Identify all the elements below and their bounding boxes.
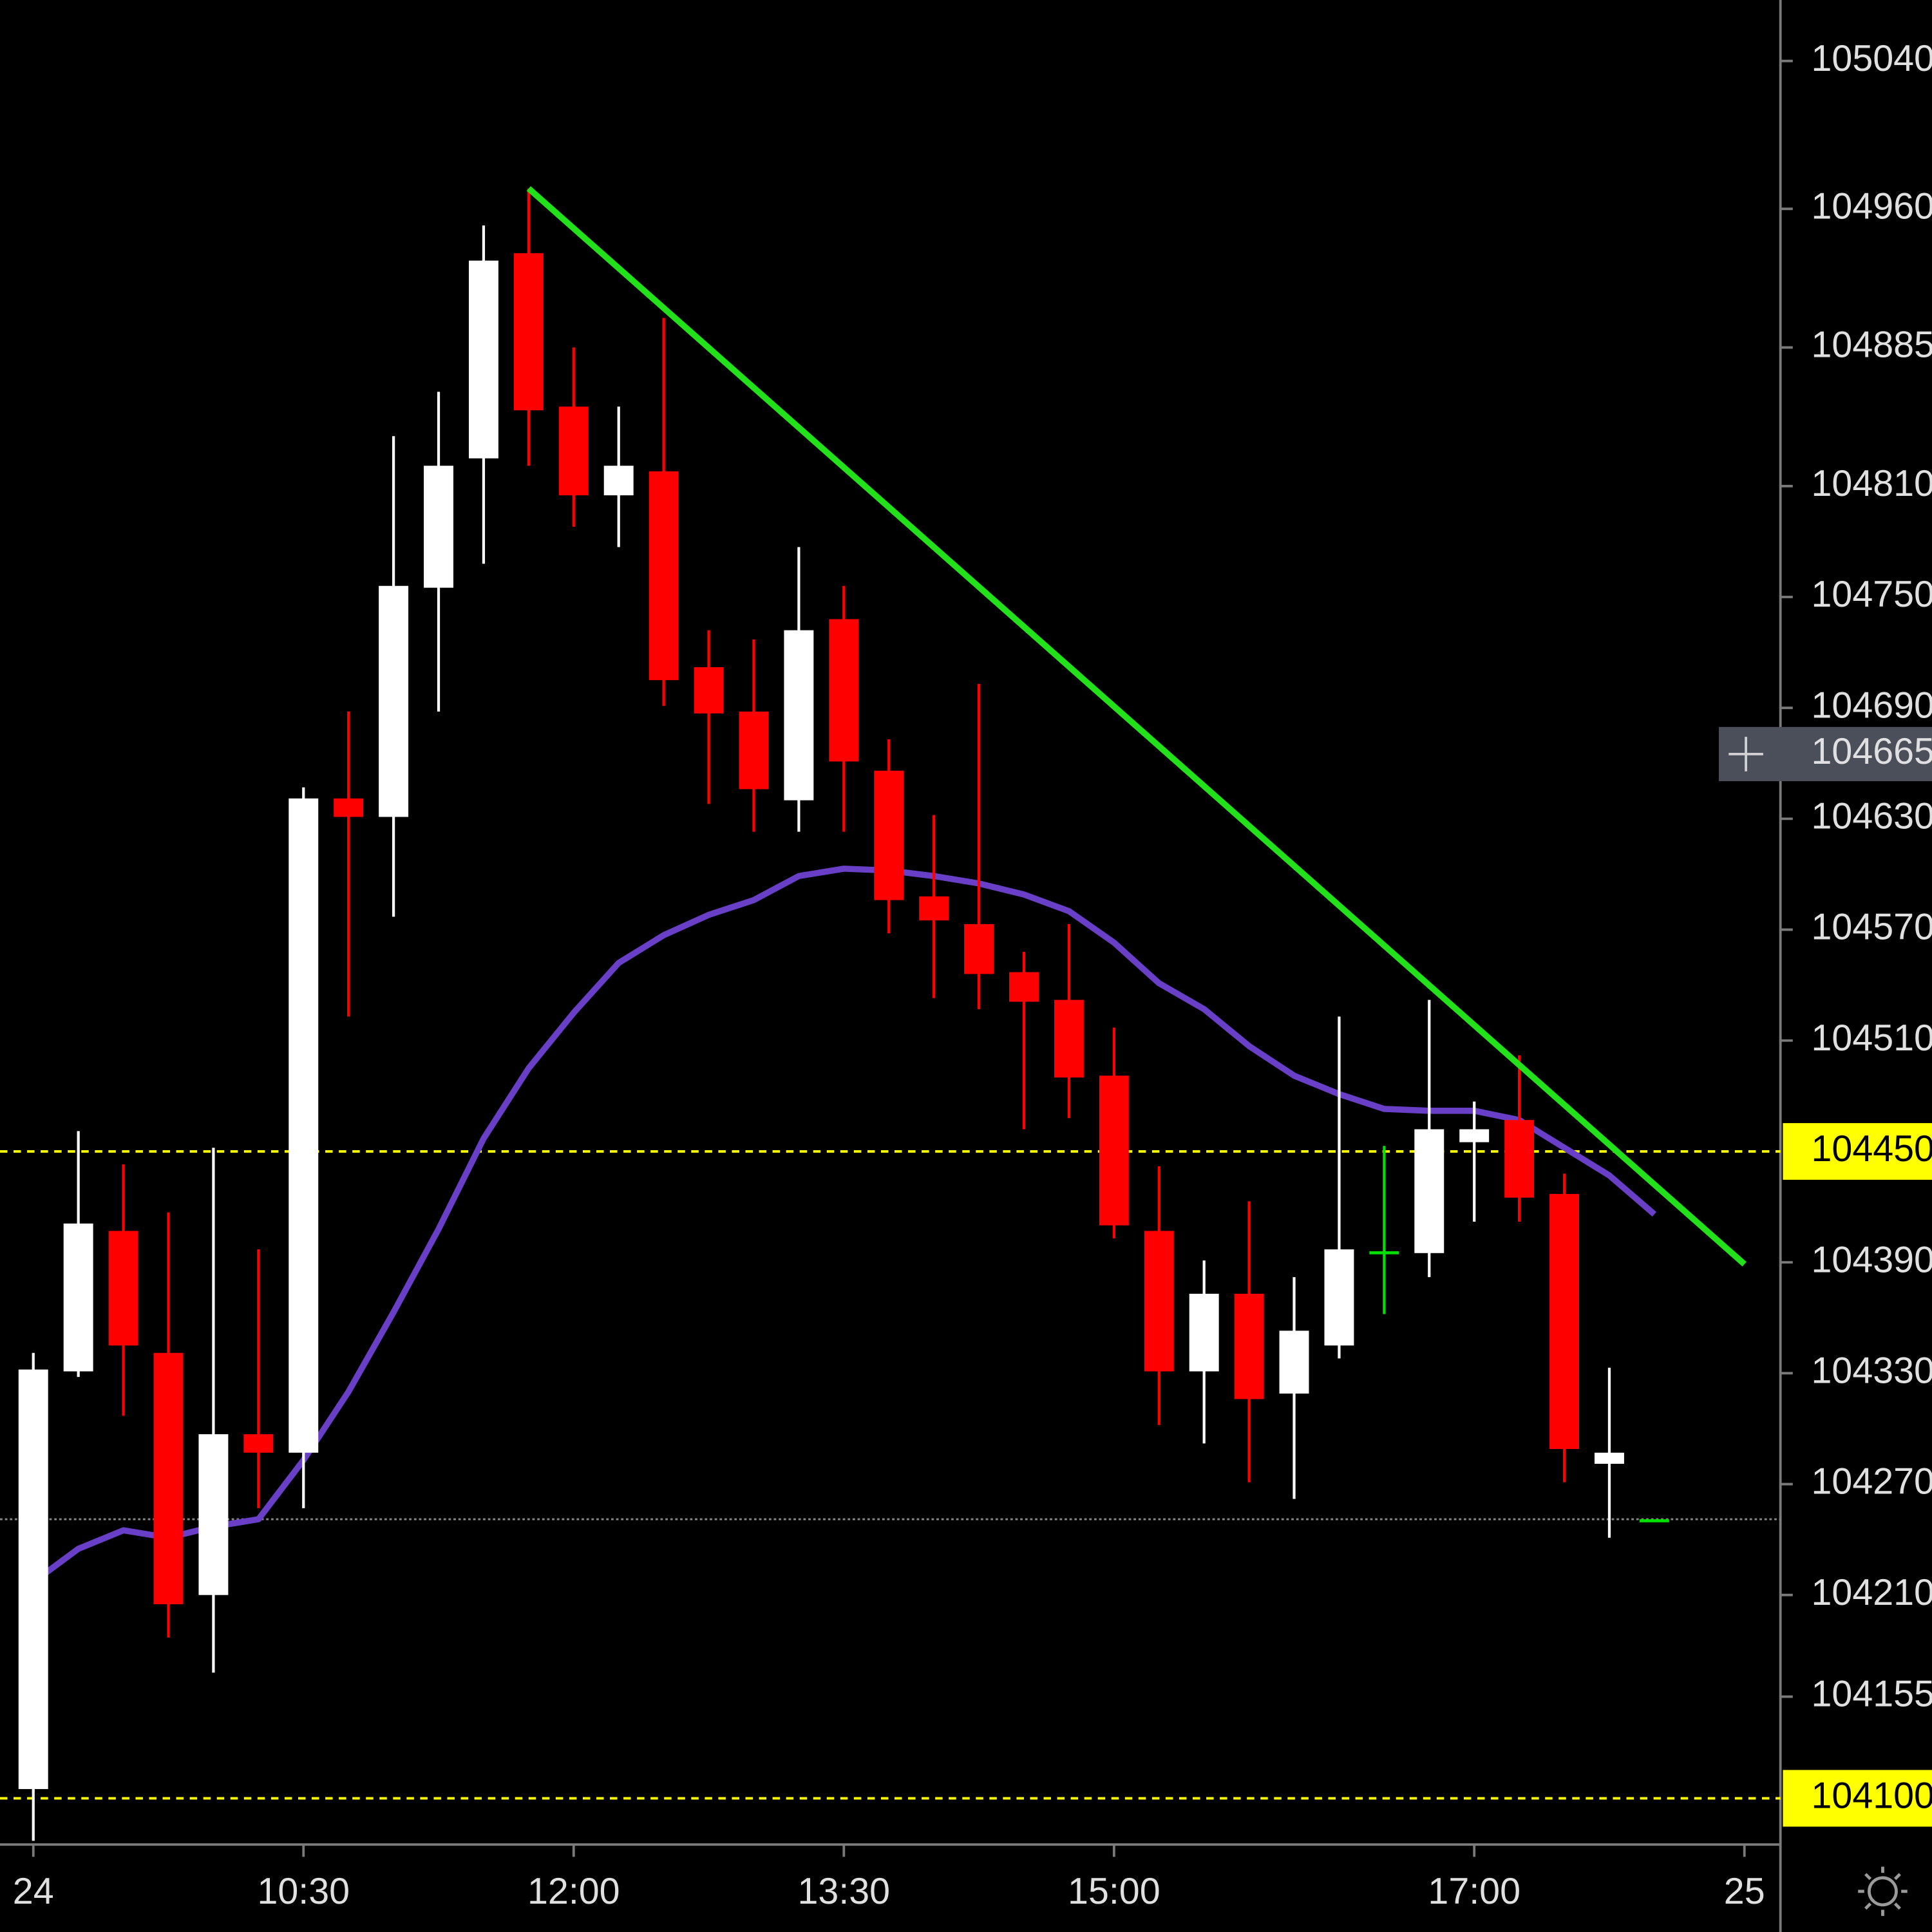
candle-body: [1504, 1120, 1535, 1198]
candle-body: [379, 585, 409, 817]
candle-body: [919, 896, 949, 921]
y-tick-label: 104750: [1811, 574, 1932, 615]
price-line-label-bg: [1783, 1122, 1932, 1180]
candle-body: [513, 253, 544, 411]
y-tick-label: 104630: [1811, 796, 1932, 837]
crosshair-value: 104665: [1811, 731, 1932, 772]
crosshair-label: 104665: [1719, 726, 1932, 782]
candle-body: [1414, 1129, 1444, 1253]
candle-body: [1369, 1251, 1399, 1255]
y-tick-label: 104690: [1811, 685, 1932, 726]
y-tick-label: 104330: [1811, 1350, 1932, 1391]
y-tick-label: 105040: [1811, 38, 1932, 79]
candle-body: [649, 471, 679, 681]
candle-body: [694, 667, 724, 714]
candle-body: [334, 798, 364, 817]
x-tick-label: 24: [13, 1871, 54, 1912]
candle-body: [739, 711, 769, 790]
candle-body: [874, 770, 904, 900]
candle-body: [603, 466, 634, 496]
candle-body: [18, 1369, 48, 1790]
candle-body: [1279, 1331, 1309, 1394]
y-tick-label: 104885: [1811, 325, 1932, 366]
x-tick-label: 12:00: [527, 1871, 620, 1912]
candle-body: [153, 1352, 184, 1605]
candle-body: [558, 406, 589, 496]
candle-body: [1234, 1293, 1264, 1399]
y-tick-label: 104960: [1811, 185, 1932, 227]
candle-body: [108, 1231, 138, 1346]
y-tick-label: 104810: [1811, 463, 1932, 504]
y-tick-label: 104270: [1811, 1461, 1932, 1502]
candle-body: [1459, 1129, 1490, 1142]
candle-body: [63, 1223, 93, 1372]
candle-body: [1099, 1075, 1129, 1226]
settings-icon[interactable]: [1858, 1866, 1908, 1917]
price-line-label: 104100: [1811, 1776, 1932, 1817]
candle-body: [1144, 1231, 1174, 1372]
y-tick-label: 104570: [1811, 907, 1932, 948]
price-line-label-bg: [1783, 1770, 1932, 1827]
x-tick-label: 15:00: [1068, 1871, 1160, 1912]
candle-body: [1009, 972, 1039, 1002]
candle-body: [1054, 999, 1084, 1078]
candle-body: [468, 260, 498, 459]
trendline: [526, 186, 1747, 1267]
x-tick-label: 10:30: [257, 1871, 350, 1912]
candle-body: [243, 1434, 274, 1453]
x-tick-label: 17:00: [1428, 1871, 1520, 1912]
price-line-label: 104450: [1811, 1128, 1932, 1170]
candle-body: [964, 923, 994, 974]
candle-body: [198, 1434, 229, 1595]
y-tick-label: 104155: [1811, 1674, 1932, 1715]
y-tick-label: 104210: [1811, 1572, 1932, 1613]
candle-body: [1189, 1293, 1219, 1372]
candle-body: [1324, 1249, 1354, 1346]
candle-body: [1595, 1452, 1624, 1464]
y-tick-label: 104390: [1811, 1239, 1932, 1280]
candle-body: [1639, 1519, 1669, 1522]
y-tick-label: 104510: [1811, 1018, 1932, 1059]
x-tick-label: 25: [1724, 1871, 1765, 1912]
candle-body: [424, 466, 453, 588]
candle-body: [829, 619, 859, 762]
candle-body: [1549, 1193, 1580, 1449]
candle-body: [289, 798, 319, 1453]
x-tick-label: 13:30: [798, 1871, 891, 1912]
candle-body: [784, 630, 814, 800]
